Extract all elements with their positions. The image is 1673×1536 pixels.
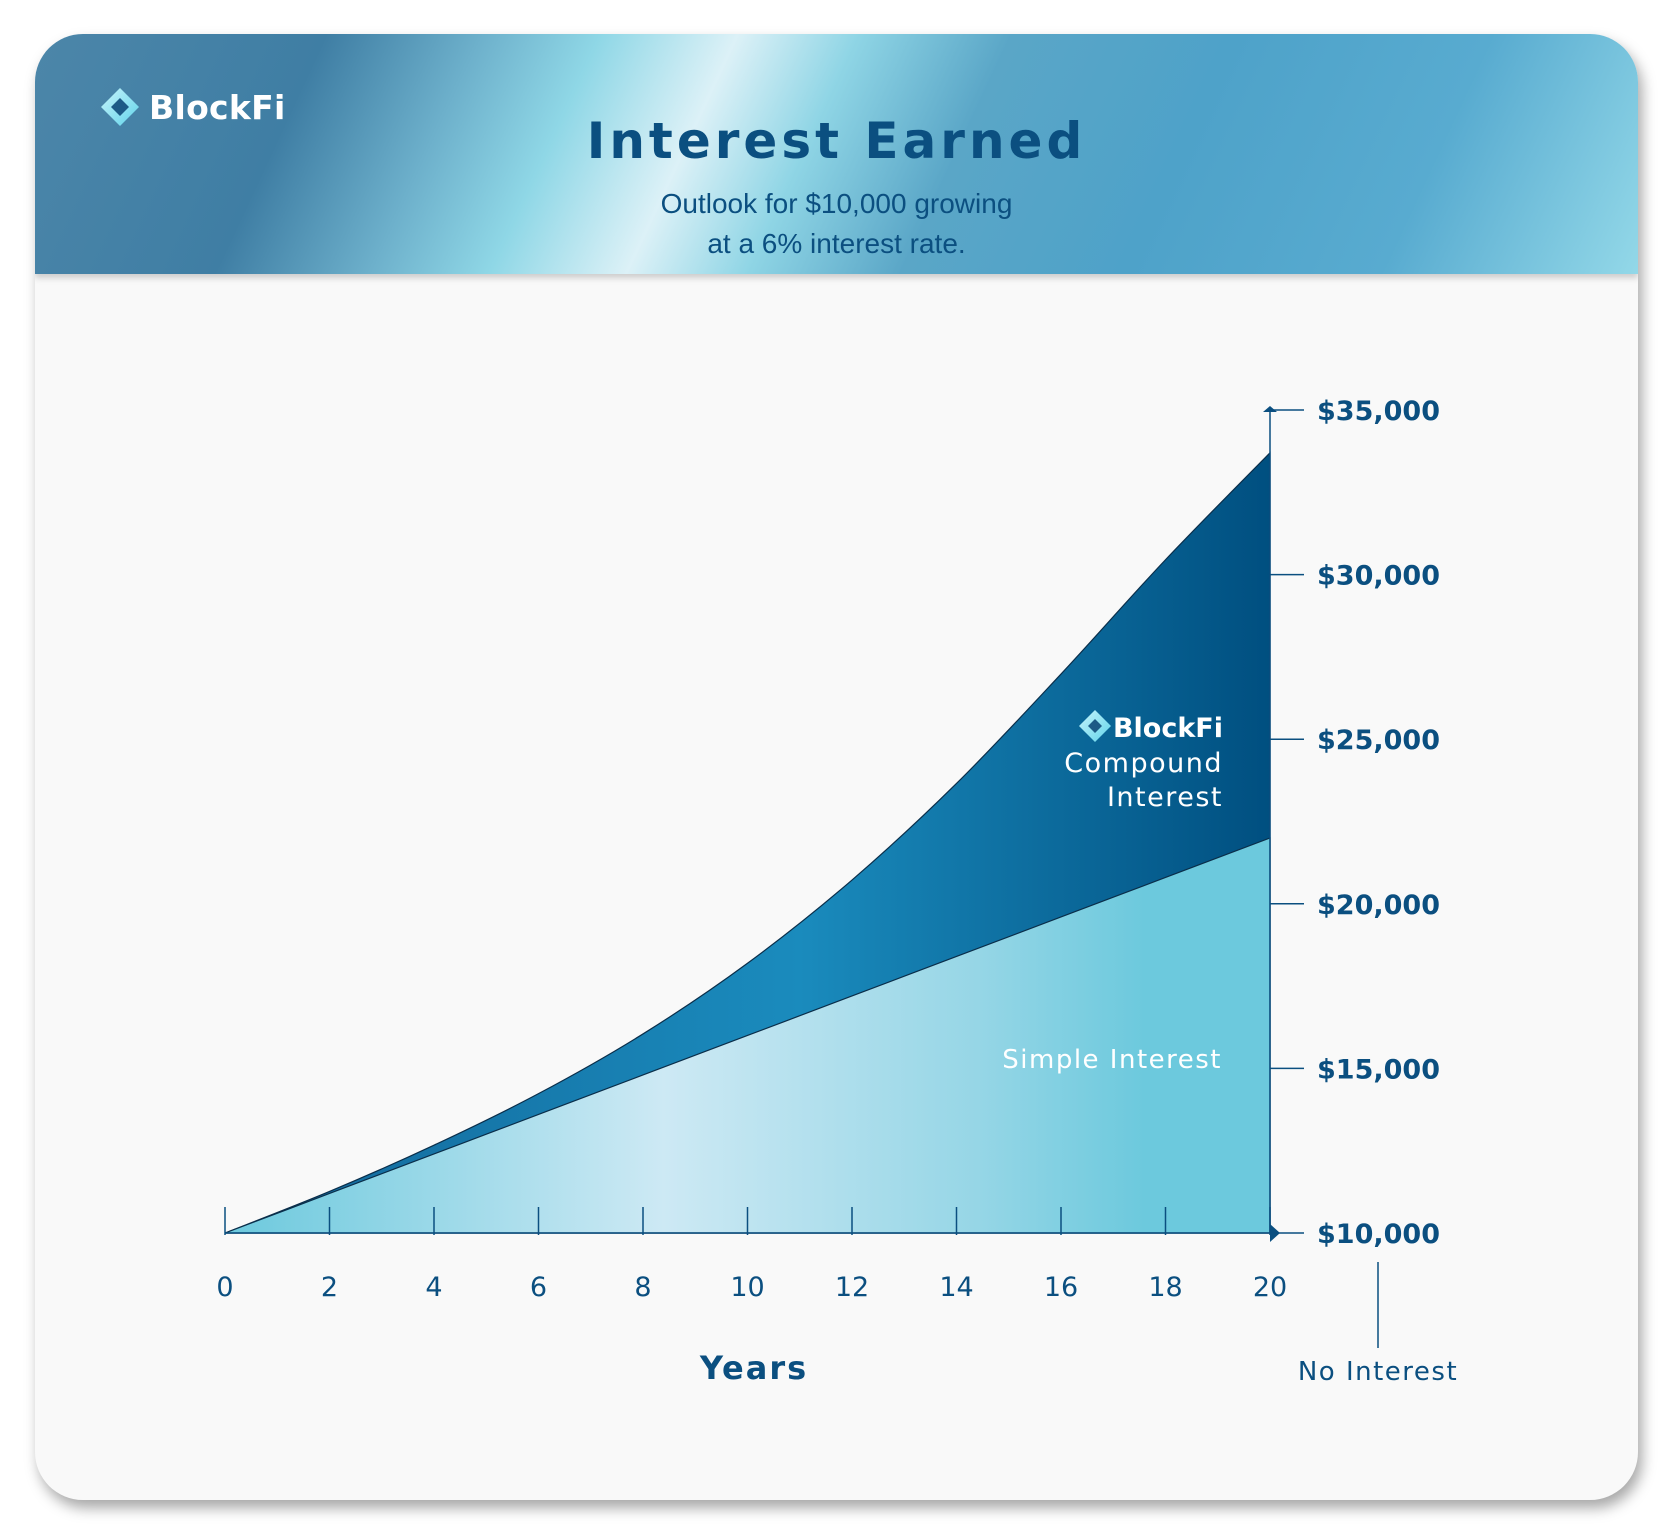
brand-logo: BlockFi: [99, 86, 286, 128]
x-axis-ticks: 0 2 4 6 8 10 12 14 16 18 20: [216, 1207, 1287, 1303]
page-subtitle: Outlook for $10,000 growing at a 6% inte…: [660, 188, 1013, 259]
x-tick-label: 16: [1044, 1272, 1078, 1303]
y-tick-label: $15,000: [1317, 1054, 1440, 1085]
y-tick-label: $10,000: [1317, 1219, 1440, 1250]
simple-interest-area: [224, 837, 1271, 1234]
compound-series-label: BlockFi Compound Interest: [1064, 710, 1223, 813]
x-tick-label: 14: [939, 1272, 973, 1303]
header-banner: BlockFi Interest Earned Outlook for $10,…: [35, 34, 1638, 274]
chart-card: BlockFi Interest Earned Outlook for $10,…: [35, 34, 1638, 1500]
x-tick-label: 18: [1148, 1272, 1182, 1303]
x-tick-label: 6: [530, 1272, 547, 1303]
y-tick-label: $35,000: [1317, 396, 1440, 427]
brand-name: BlockFi: [149, 87, 286, 127]
y-axis-ticks: $10,000 $15,000 $20,000 $25,000 $30,000 $35,0…: [1270, 396, 1440, 1250]
y-tick-label: $25,000: [1317, 725, 1440, 756]
x-tick-label: 10: [730, 1272, 764, 1303]
blockfi-diamond-icon: [101, 88, 139, 126]
compound-label-line1: Compound: [1064, 748, 1223, 779]
x-tick-label: 0: [216, 1272, 233, 1303]
blockfi-diamond-icon: [1079, 710, 1111, 742]
simple-series-label: Simple Interest: [1002, 1045, 1222, 1075]
x-tick-label: 12: [835, 1272, 869, 1303]
y-tick-label: $20,000: [1317, 890, 1440, 921]
page-title: Interest Earned: [586, 112, 1087, 170]
x-tick-label: 2: [321, 1272, 338, 1303]
compound-label-brand: BlockFi: [1113, 713, 1223, 744]
x-tick-label: 8: [634, 1272, 651, 1303]
compound-label-line2: Interest: [1107, 782, 1223, 813]
x-axis-title: Years: [699, 1349, 808, 1387]
x-tick-label: 4: [425, 1272, 442, 1303]
x-tick-label: 20: [1253, 1272, 1287, 1303]
y-axis-arrow: [1263, 406, 1277, 412]
y-tick-label: $30,000: [1317, 561, 1440, 592]
no-interest-label: No Interest: [1298, 1357, 1458, 1387]
